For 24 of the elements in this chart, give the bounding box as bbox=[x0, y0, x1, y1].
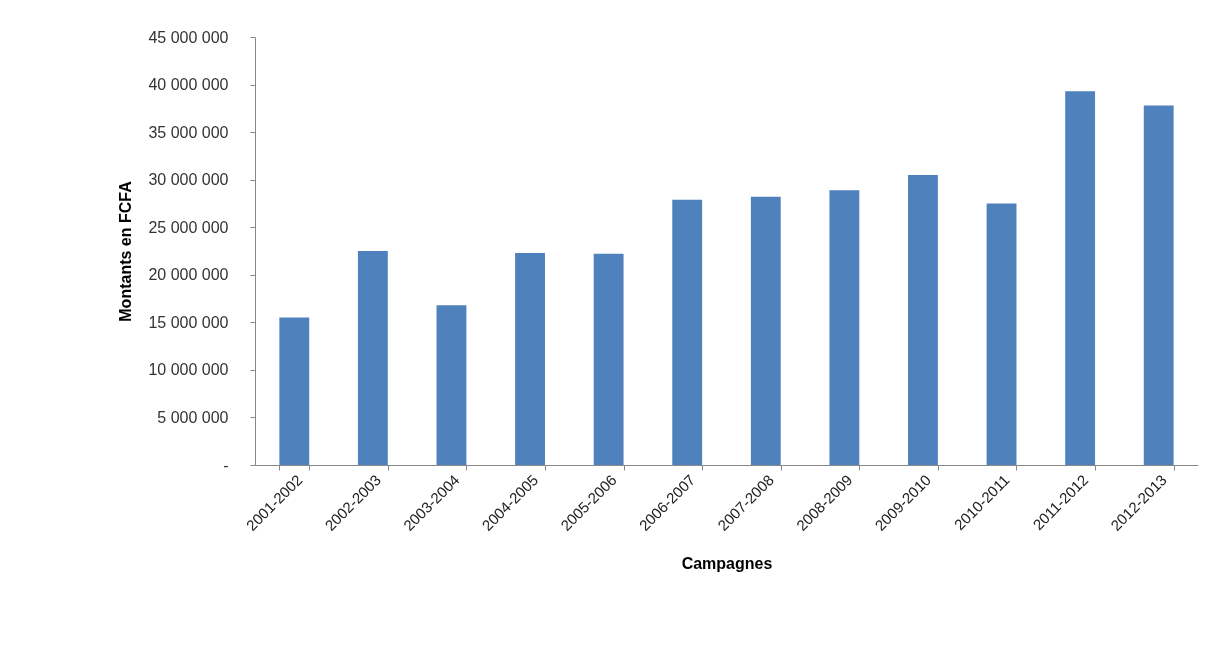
y-tick-label: 15 000 000 bbox=[148, 313, 229, 331]
y-tick-label: 5 000 000 bbox=[157, 408, 229, 426]
y-tick-label: 40 000 000 bbox=[148, 76, 229, 94]
bar bbox=[1143, 105, 1174, 465]
bar bbox=[672, 199, 703, 465]
bar bbox=[279, 317, 310, 465]
y-axis-title: Montants en FCFA bbox=[117, 180, 135, 322]
x-axis-title: Campagnes bbox=[681, 554, 773, 572]
y-tick-label: 30 000 000 bbox=[148, 171, 229, 189]
bar bbox=[829, 190, 860, 465]
y-tick-label: 10 000 000 bbox=[148, 361, 229, 379]
bar bbox=[908, 174, 938, 465]
bar bbox=[593, 253, 624, 465]
bar bbox=[436, 305, 467, 465]
y-tick-label: 25 000 000 bbox=[148, 218, 229, 236]
y-tick-label: 35 000 000 bbox=[148, 123, 229, 141]
bar bbox=[1065, 91, 1096, 465]
bar bbox=[750, 196, 781, 465]
bar bbox=[986, 203, 1017, 465]
y-tick-label: 45 000 000 bbox=[148, 28, 229, 46]
bar bbox=[357, 251, 388, 465]
bar bbox=[515, 252, 545, 465]
y-tick-label: - bbox=[223, 456, 229, 474]
y-tick-label: 20 000 000 bbox=[148, 266, 229, 284]
